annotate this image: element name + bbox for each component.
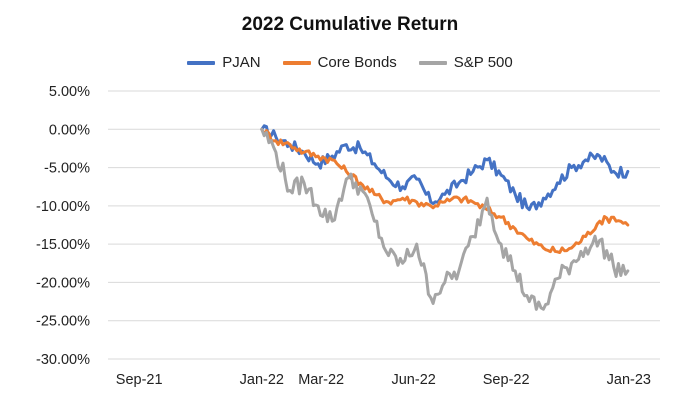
y-tick-label: 0.00% xyxy=(49,122,90,138)
y-tick-label: -25.00% xyxy=(36,314,90,330)
legend-swatch-sp500 xyxy=(418,60,447,65)
series-line-core-bonds xyxy=(260,127,630,254)
chart-legend: PJAN Core Bonds S&P 500 xyxy=(0,54,700,71)
legend-item-pjan: PJAN xyxy=(187,54,261,71)
x-tick-label: Mar-22 xyxy=(298,372,344,388)
legend-swatch-pjan xyxy=(187,60,216,65)
y-tick-label: -10.00% xyxy=(36,199,90,215)
x-tick-label: Jun-22 xyxy=(391,372,435,388)
y-tick-label: -30.00% xyxy=(36,352,90,368)
y-tick-label: -15.00% xyxy=(36,237,90,253)
y-tick-label: -5.00% xyxy=(44,161,90,177)
legend-label-pjan: PJAN xyxy=(222,54,261,71)
legend-item-core-bonds: Core Bonds xyxy=(282,54,397,71)
chart-title: 2022 Cumulative Return xyxy=(241,14,459,35)
legend-label-core-bonds: Core Bonds xyxy=(317,54,397,71)
legend-swatch-core-bonds xyxy=(282,60,311,65)
legend-label-sp500: S&P 500 xyxy=(453,54,513,71)
legend-item-sp500: S&P 500 xyxy=(418,54,513,71)
y-tick-label: -20.00% xyxy=(36,275,90,291)
y-tick-label: 5.00% xyxy=(49,84,90,100)
x-tick-label: Sep-22 xyxy=(483,372,530,388)
x-tick-label: Jan-23 xyxy=(607,372,651,388)
series-line-s-p-500 xyxy=(260,127,630,311)
x-tick-label: Sep-21 xyxy=(116,372,163,388)
x-tick-label: Jan-22 xyxy=(240,372,284,388)
